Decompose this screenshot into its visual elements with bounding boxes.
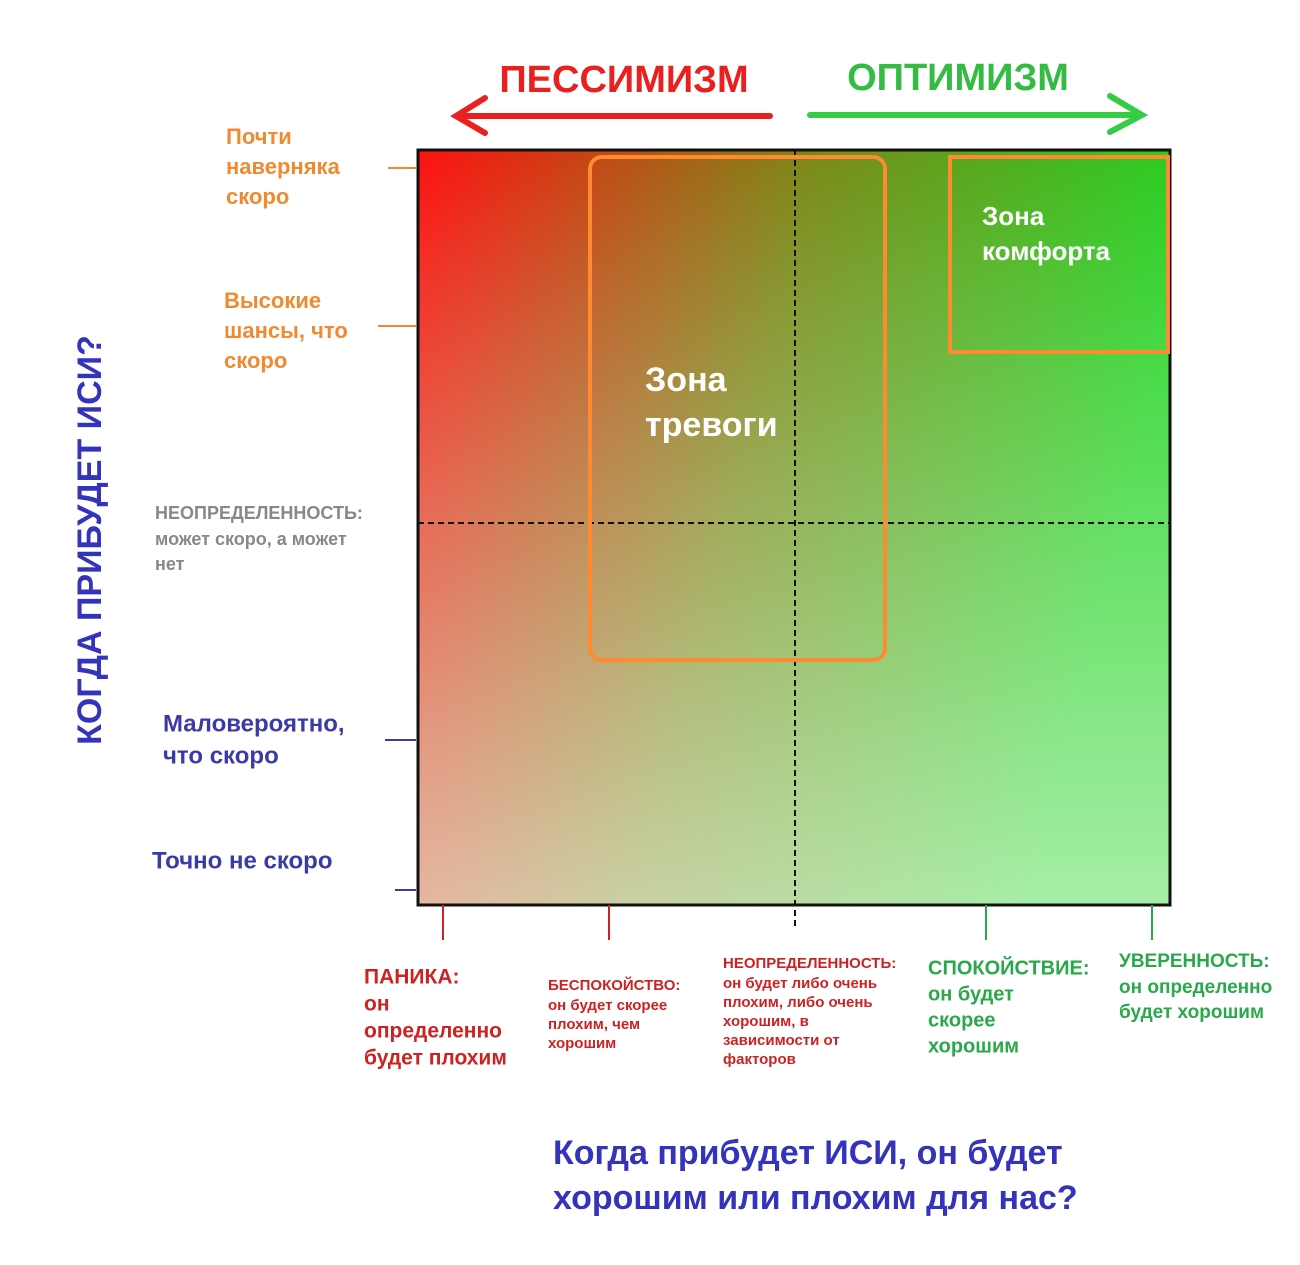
x-level-label: скорее (928, 1009, 996, 1031)
x-level-label: плохим, либо очень (723, 994, 873, 1011)
x-level-label: будет хорошим (1119, 1002, 1264, 1023)
x-ticks (442, 905, 1153, 940)
x-level-label: он будет (928, 983, 1014, 1005)
x-level-label: БЕСПОКОЙСТВО: (548, 976, 680, 994)
y-level-label: что скоро (163, 742, 279, 769)
y-level-label: Точно не скоро (152, 847, 333, 874)
pessimism-arrow (450, 95, 773, 136)
x-level-label: хорошим (928, 1035, 1019, 1057)
zone-label: тревоги (645, 406, 778, 444)
pessimism-label: ПЕССИМИЗМ (499, 59, 748, 101)
y-level-label: может скоро, а может (155, 529, 347, 549)
optimism-label: ОПТИМИЗМ (847, 57, 1069, 99)
y-level-label: нет (155, 554, 185, 574)
x-level-label: он будет либо очень (723, 975, 877, 992)
x-level-label: он (364, 993, 390, 1016)
x-level-label: плохим, чем (548, 1016, 640, 1033)
x-level-label: он будет скорее (548, 997, 667, 1014)
x-level-label: зависимости от (723, 1032, 840, 1049)
x-level-label: УВЕРЕННОСТЬ: (1119, 951, 1270, 972)
x-axis-title: Когда прибудет ИСИ, он будет (553, 1134, 1063, 1172)
x-axis-title: хорошим или плохим для нас? (553, 1179, 1078, 1217)
x-level-label: СПОКОЙСТВИЕ: (928, 955, 1090, 979)
y-level-label: наверняка (226, 154, 341, 179)
y-ticks (378, 167, 416, 891)
x-level-label: он определенно (1119, 977, 1272, 998)
x-level-label: факторов (723, 1051, 796, 1068)
y-level-label: скоро (224, 348, 287, 373)
y-level-label: Почти (226, 124, 292, 149)
zone-label: Зона (982, 201, 1045, 231)
optimism-arrow (807, 93, 1149, 135)
y-axis-title: КОГДА ПРИБУДЕТ ИСИ? (71, 335, 109, 745)
x-level-label: ПАНИКА: (364, 966, 460, 989)
x-level-label: определенно (364, 1020, 502, 1043)
x-level-label: хорошим (548, 1035, 616, 1052)
comfort-zone (948, 155, 1170, 354)
x-level-label: будет плохим (364, 1047, 507, 1070)
zone-label: Зона (645, 361, 728, 399)
zone-label: комфорта (982, 236, 1111, 266)
y-level-label: шансы, что (224, 318, 348, 343)
y-level-label: НЕОПРЕДЕЛЕННОСТЬ: (155, 503, 363, 523)
y-level-label: скоро (226, 184, 289, 209)
anxiety-zone (588, 155, 887, 662)
x-level-label: хорошим, в (723, 1013, 809, 1030)
x-level-label: НЕОПРЕДЕЛЕННОСТЬ: (723, 955, 896, 972)
y-level-label: Маловероятно, (163, 710, 345, 737)
y-level-label: Высокие (224, 288, 321, 313)
